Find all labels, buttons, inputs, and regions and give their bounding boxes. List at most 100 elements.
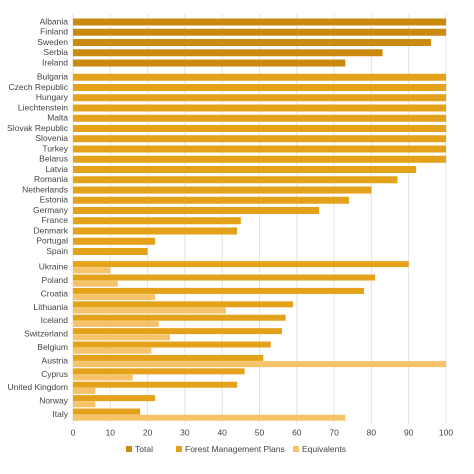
- y-tick-label: Germany: [33, 205, 69, 215]
- bar: [73, 307, 226, 314]
- x-tick-label: 100: [439, 427, 453, 437]
- bar: [73, 84, 446, 91]
- bar: [73, 381, 238, 388]
- x-tick-label: 0: [71, 427, 76, 437]
- bar: [73, 261, 409, 268]
- legend-swatch: [293, 446, 299, 452]
- legend-label: Forest Management Plans: [185, 444, 285, 454]
- y-tick-label: Latvia: [45, 164, 68, 174]
- x-tick-label: 70: [329, 427, 339, 437]
- bar: [73, 387, 96, 394]
- y-tick-label: Slovak Republic: [7, 123, 69, 133]
- bar: [73, 155, 446, 163]
- x-tick-label: 30: [180, 427, 190, 437]
- bar: [73, 248, 148, 255]
- y-tick-label: Belarus: [39, 154, 68, 164]
- bar: [73, 217, 241, 225]
- y-tick-label: Ukraine: [39, 262, 69, 272]
- bar: [73, 314, 286, 321]
- bar: [73, 401, 96, 408]
- bar: [73, 414, 346, 421]
- bar: [73, 294, 156, 301]
- bar: [73, 368, 245, 375]
- bar: [73, 207, 320, 214]
- y-tick-label: Iceland: [41, 315, 69, 325]
- bar: [73, 320, 159, 327]
- x-tick-label: 20: [143, 427, 153, 437]
- x-tick-label: 80: [367, 427, 377, 437]
- bar: [73, 73, 446, 81]
- y-tick-label: Poland: [42, 275, 69, 285]
- y-tick-label: Croatia: [41, 288, 69, 298]
- bar: [73, 328, 282, 335]
- y-tick-label: Spain: [46, 246, 68, 256]
- y-tick-label: Belgium: [37, 342, 68, 352]
- y-tick-label: Portugal: [36, 236, 68, 246]
- bar: [73, 114, 446, 122]
- legend-label: Equivalents: [302, 444, 346, 454]
- y-tick-label: Slovenia: [35, 133, 68, 143]
- y-tick-label: Lithuania: [33, 302, 68, 312]
- x-tick-label: 40: [217, 427, 227, 437]
- bar: [73, 301, 294, 308]
- bar: [73, 361, 446, 368]
- legend-swatch: [126, 446, 132, 452]
- y-tick-label: Albania: [40, 16, 69, 26]
- y-tick-label: Serbia: [43, 47, 68, 57]
- bar: [73, 274, 376, 281]
- y-tick-label: Ireland: [42, 57, 68, 67]
- bar: [73, 176, 398, 184]
- x-tick-label: 60: [292, 427, 302, 437]
- bar: [73, 145, 446, 153]
- bar: [73, 94, 446, 102]
- bar: [73, 125, 446, 132]
- y-tick-label: Sweden: [37, 37, 68, 47]
- y-tick-label: Netherlands: [22, 184, 68, 194]
- bar: [73, 104, 446, 112]
- bar: [73, 395, 156, 402]
- bar: [73, 135, 446, 143]
- y-tick-label: Malta: [47, 113, 68, 123]
- y-tick-label: Austria: [42, 355, 69, 365]
- y-tick-label: Czech Republic: [8, 82, 68, 92]
- bar: [73, 347, 152, 354]
- x-tick-label: 50: [255, 427, 265, 437]
- bar: [73, 341, 271, 348]
- bar: [73, 49, 383, 57]
- bar: [73, 334, 170, 341]
- bar: [73, 39, 432, 46]
- bar: [73, 186, 372, 194]
- bar: [73, 59, 346, 67]
- legend-label: Total: [135, 444, 153, 454]
- x-tick-label: 10: [106, 427, 116, 437]
- bar: [73, 227, 238, 235]
- bar: [73, 166, 417, 173]
- y-tick-label: Estonia: [40, 195, 69, 205]
- bar: [73, 408, 141, 415]
- y-tick-label: France: [42, 215, 69, 225]
- bar: [73, 237, 156, 245]
- y-tick-label: Hungary: [36, 92, 69, 102]
- y-tick-label: Bulgaria: [37, 72, 68, 82]
- bar: [73, 287, 364, 294]
- y-tick-label: Cyprus: [41, 369, 68, 379]
- bar: [73, 196, 350, 204]
- y-tick-label: Denmark: [34, 225, 69, 235]
- bar: [73, 374, 133, 381]
- bar: [73, 28, 446, 36]
- y-tick-label: United Kingdom: [8, 382, 68, 392]
- bar: [73, 267, 111, 274]
- y-tick-label: Turkey: [42, 143, 68, 153]
- y-tick-label: Liechtenstein: [18, 102, 68, 112]
- y-tick-label: Italy: [52, 409, 68, 419]
- legend-swatch: [176, 446, 182, 452]
- x-tick-label: 90: [404, 427, 414, 437]
- y-tick-label: Norway: [39, 396, 69, 406]
- bar: [73, 354, 264, 361]
- bar: [73, 280, 118, 287]
- y-tick-label: Romania: [34, 174, 68, 184]
- y-tick-label: Switzerland: [24, 329, 68, 339]
- y-tick-label: Finland: [40, 27, 68, 37]
- bar: [73, 18, 446, 26]
